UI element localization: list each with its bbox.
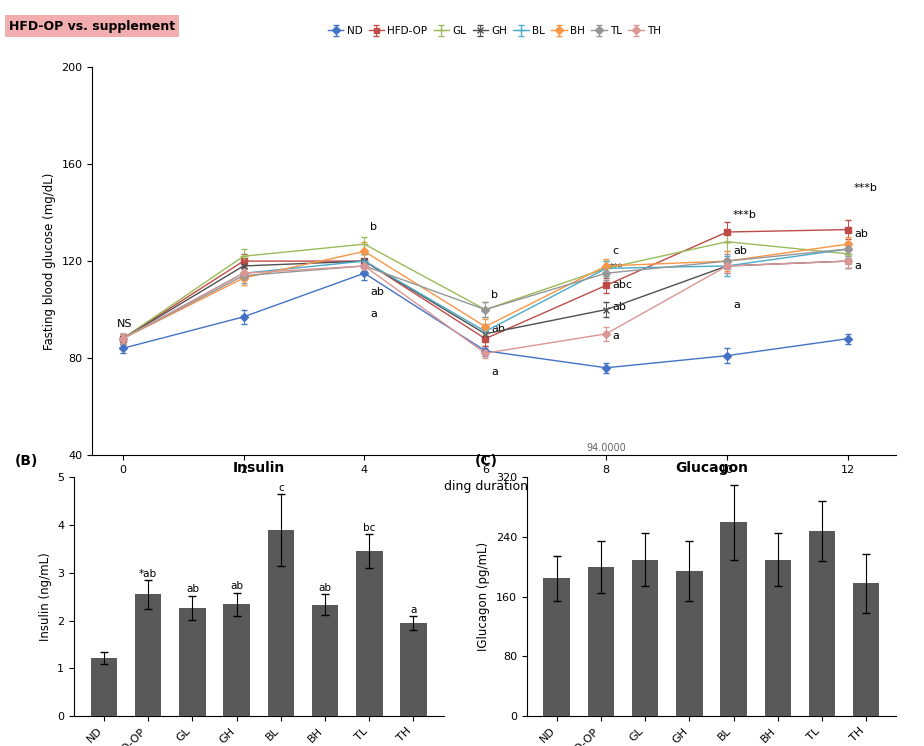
Text: ab: ab	[613, 302, 626, 312]
Text: a: a	[492, 368, 498, 377]
Text: HFD-OP vs. supplement: HFD-OP vs. supplement	[9, 19, 176, 33]
Text: ab: ab	[854, 229, 868, 239]
Bar	[764, 560, 791, 716]
Y-axis label: Insulin (ng/mL): Insulin (ng/mL)	[39, 553, 52, 641]
Text: b: b	[492, 290, 498, 300]
Text: a: a	[854, 261, 861, 271]
Text: bc: bc	[363, 523, 375, 533]
Text: ab: ab	[733, 246, 747, 257]
Title: Insulin: Insulin	[233, 461, 285, 475]
Text: a: a	[733, 300, 740, 310]
Y-axis label: Fasting blood glucose (mg/dL): Fasting blood glucose (mg/dL)	[43, 172, 56, 350]
Bar	[311, 605, 338, 716]
Bar	[721, 522, 747, 716]
X-axis label: Feeding duration (wks): Feeding duration (wks)	[422, 480, 566, 493]
Text: ***: ***	[609, 263, 624, 273]
Bar	[676, 571, 702, 716]
Text: c: c	[613, 246, 618, 257]
Text: a: a	[613, 331, 619, 341]
Text: ***b: ***b	[854, 184, 878, 193]
Text: abc: abc	[613, 280, 632, 290]
Text: c: c	[278, 483, 284, 492]
Text: *ab: *ab	[140, 569, 157, 579]
Text: ***b: ***b	[733, 210, 757, 220]
Text: b: b	[371, 222, 377, 232]
Text: a: a	[410, 605, 417, 615]
Bar	[588, 567, 614, 716]
Bar	[356, 551, 383, 716]
Bar	[91, 658, 117, 716]
Text: ab: ab	[186, 584, 199, 595]
Text: (C): (C)	[475, 454, 498, 468]
Bar	[543, 578, 570, 716]
Legend: ND, HFD-OP, GL, GH, BL, BH, TL, TH: ND, HFD-OP, GL, GH, BL, BH, TL, TH	[323, 22, 665, 40]
Text: ab: ab	[319, 583, 332, 593]
Bar	[135, 595, 162, 716]
Title: Glucagon: Glucagon	[675, 461, 748, 475]
Text: 94.0000: 94.0000	[587, 442, 626, 453]
Bar	[632, 560, 659, 716]
Text: (A): (A)	[20, 21, 43, 34]
Text: NS: NS	[116, 319, 132, 329]
Bar	[179, 608, 206, 716]
Text: a: a	[371, 310, 377, 319]
Text: ab: ab	[492, 324, 505, 334]
Bar	[224, 604, 249, 716]
Bar	[400, 623, 427, 716]
Text: ab: ab	[371, 287, 384, 298]
Bar	[808, 531, 835, 716]
Text: ab: ab	[230, 581, 243, 591]
Text: (B): (B)	[15, 454, 38, 468]
Y-axis label: IGlucagon (pg/mL): IGlucagon (pg/mL)	[477, 542, 490, 651]
Bar	[853, 583, 880, 716]
Bar	[268, 530, 294, 716]
